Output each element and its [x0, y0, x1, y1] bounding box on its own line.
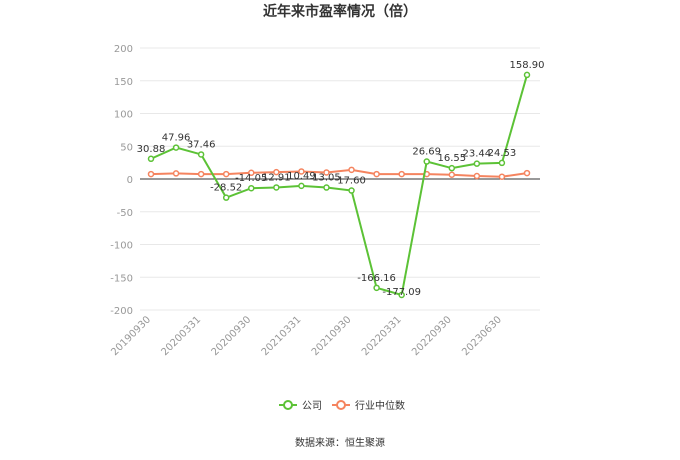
y-tick-label: 100: [114, 110, 133, 121]
company-point: [423, 158, 430, 165]
company-point: [473, 160, 481, 167]
company-point: [273, 184, 280, 191]
company-data-label: 12.91: [262, 172, 291, 183]
industry-median-point: [448, 171, 456, 178]
y-tick-label: 0: [127, 175, 133, 186]
chart-title: 近年来市盈率情况（倍）: [263, 3, 417, 20]
x-axis: 20190930 20200331 20200930 20210331 20210930…: [109, 314, 504, 358]
y-tick-label: 150: [114, 77, 133, 88]
x-tick-label: 20210930: [310, 314, 354, 358]
x-tick-label: 20210331: [260, 314, 304, 358]
y-tick-label: 200: [114, 44, 133, 55]
y-tick-label: -50: [117, 208, 133, 219]
x-tick-label: 20230630: [460, 314, 504, 358]
company-point: [197, 151, 205, 158]
company-point: [348, 187, 355, 194]
industry-median-point: [348, 166, 355, 174]
x-tick-label: 20200331: [159, 314, 203, 358]
legend-company-label: 公司: [302, 401, 322, 412]
company-point: [523, 71, 531, 79]
x-tick-label: 20200930: [210, 314, 254, 358]
legend-item-industry-median[interactable]: 行业中位数: [332, 399, 405, 412]
company-data-label: 26.69: [412, 147, 441, 158]
company-data-label: 158.90: [510, 60, 545, 71]
company-data-label: 10.49: [287, 171, 316, 182]
company-data-label: 23.44: [463, 149, 492, 160]
industry-median-point: [298, 168, 305, 175]
company-data-label: -14.05: [235, 173, 267, 184]
industry-median-point: [323, 169, 330, 176]
x-tick-label: 20220331: [360, 314, 404, 358]
company-point: [298, 182, 305, 190]
legend-industry-label: 行业中位数: [355, 399, 405, 412]
series-layer: [147, 71, 531, 299]
company-point: [398, 291, 405, 299]
industry-median-point: [197, 170, 205, 178]
x-tick-label: 20220930: [410, 314, 454, 358]
company-point: [248, 184, 255, 192]
legend-item-company[interactable]: 公司: [279, 400, 322, 412]
grid: [140, 47, 540, 311]
company-point: [373, 284, 380, 292]
company-point: [448, 164, 456, 172]
y-tick-label: 50: [120, 142, 133, 153]
industry-median-point: [248, 169, 255, 177]
company-point: [172, 144, 180, 151]
industry-median-point: [523, 169, 531, 177]
industry-median-point: [473, 172, 481, 180]
y-tick-label: -200: [110, 306, 133, 317]
company-data-label: 13.05: [312, 173, 341, 184]
legend[interactable]: 公司 行业中位数: [279, 399, 405, 412]
company-data-label: 37.46: [187, 139, 216, 150]
industry-median-point: [398, 170, 405, 178]
y-tick-label: -150: [110, 273, 133, 284]
industry-median-point: [498, 173, 506, 180]
company-data-label: -177.09: [382, 287, 421, 298]
company-point: [498, 159, 506, 167]
company-data-label: -28.52: [210, 183, 242, 194]
legend-company-marker: [283, 400, 293, 410]
industry-median-point: [373, 170, 380, 178]
company-data-label: 17.60: [337, 176, 366, 187]
y-tick-label: -100: [110, 241, 133, 252]
x-tick-label: 20190930: [109, 314, 153, 358]
company-point: [222, 194, 230, 201]
y-axis: 200 150 100 50 0 -50 -100 -150 -200: [110, 44, 133, 317]
company-point: [323, 184, 330, 191]
industry-median-point: [147, 170, 155, 178]
company-data-label: 47.96: [162, 133, 191, 144]
legend-industry-marker: [336, 400, 346, 410]
industry-median-point: [172, 170, 180, 177]
company-data-label: -166.16: [357, 273, 396, 284]
data-source: 数据来源：恒生聚源: [295, 436, 385, 449]
industry-median-point: [222, 170, 230, 178]
company-data-label: 16.55: [437, 153, 466, 164]
industry-median-point: [273, 168, 280, 176]
company-data-label: 30.88: [137, 144, 166, 155]
company-point: [147, 155, 155, 163]
company-data-label: 24.53: [488, 148, 517, 159]
company-series-line: [150, 74, 528, 297]
